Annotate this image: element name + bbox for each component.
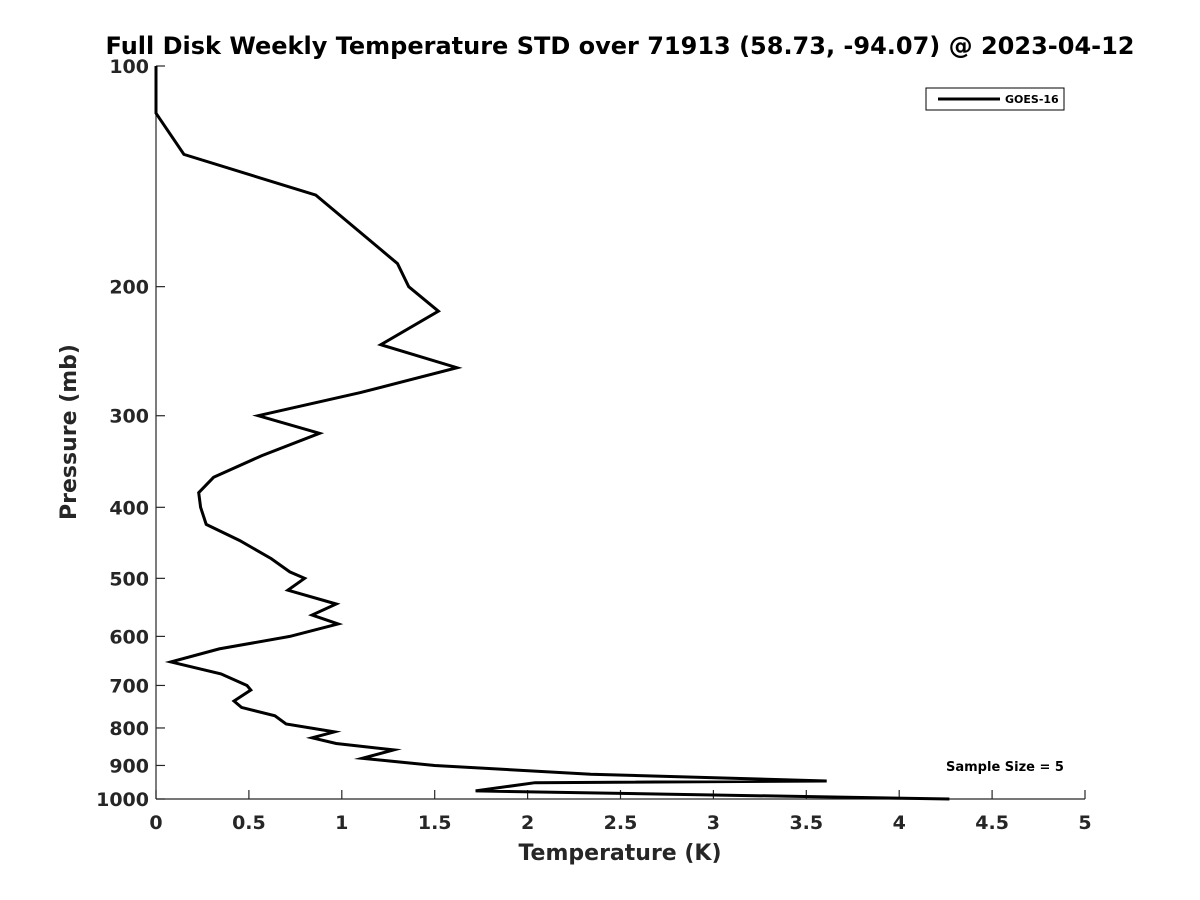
x-tick-label: 0.5 <box>232 812 266 834</box>
y-axis-label: Pressure (mb) <box>57 344 82 520</box>
y-tick-label: 200 <box>109 277 149 299</box>
x-ticks: 0 0.5 1 1.5 2 2.5 3 3.5 4 4.5 5 <box>149 790 1092 834</box>
series-layer <box>154 66 950 801</box>
x-tick-label: 4.5 <box>975 812 1009 834</box>
x-tick-label: 5 <box>1078 812 1091 834</box>
y-tick-label: 1000 <box>96 789 149 811</box>
chart-title: Full Disk Weekly Temperature STD over 71… <box>106 32 1135 60</box>
y-tick-label: 300 <box>109 406 149 428</box>
y-tick-label: 900 <box>109 755 149 777</box>
x-tick-label: 2 <box>521 812 534 834</box>
sample-size-annotation: Sample Size = 5 <box>946 760 1064 775</box>
x-tick-label: 3.5 <box>789 812 823 834</box>
y-tick-label: 400 <box>109 497 149 519</box>
y-tick-label: 800 <box>109 718 149 740</box>
x-tick-label: 2.5 <box>604 812 638 834</box>
y-tick-label: 100 <box>109 56 149 78</box>
x-tick-label: 1 <box>335 812 348 834</box>
x-axis-label: Temperature (K) <box>518 841 721 866</box>
y-tick-label: 600 <box>109 626 149 648</box>
y-ticks: 100 200 300 400 500 600 700 800 900 1000 <box>96 56 165 811</box>
x-tick-label: 0 <box>149 812 162 834</box>
legend: GOES-16 <box>925 87 1065 111</box>
legend-label-goes-16: GOES-16 <box>1005 93 1059 106</box>
x-tick-label: 4 <box>893 812 906 834</box>
y-tick-label: 700 <box>109 675 149 697</box>
series-line-goes-16 <box>154 66 950 801</box>
x-tick-label: 3 <box>707 812 720 834</box>
y-tick-label: 500 <box>109 568 149 590</box>
x-tick-label: 1.5 <box>418 812 452 834</box>
